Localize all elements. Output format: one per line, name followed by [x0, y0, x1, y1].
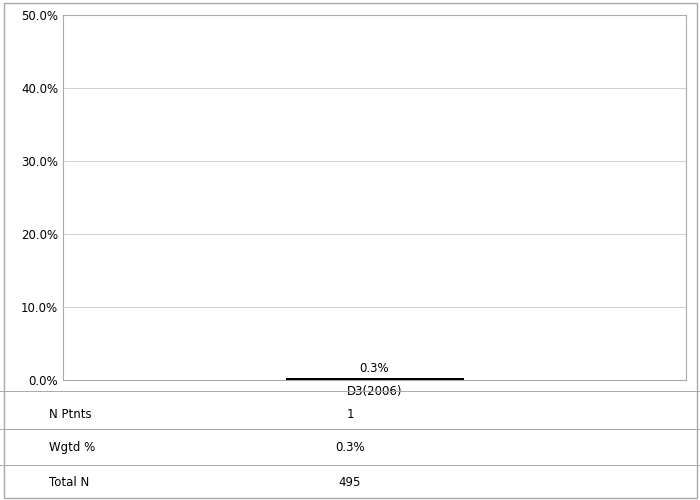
Text: 0.3%: 0.3% [335, 440, 365, 454]
Text: 495: 495 [339, 476, 361, 489]
Text: 1: 1 [346, 408, 354, 420]
Text: Wgtd %: Wgtd % [49, 440, 95, 454]
Text: Total N: Total N [49, 476, 90, 489]
Text: N Ptnts: N Ptnts [49, 408, 92, 420]
Bar [286, 378, 463, 380]
Text: 0.3%: 0.3% [360, 362, 389, 375]
